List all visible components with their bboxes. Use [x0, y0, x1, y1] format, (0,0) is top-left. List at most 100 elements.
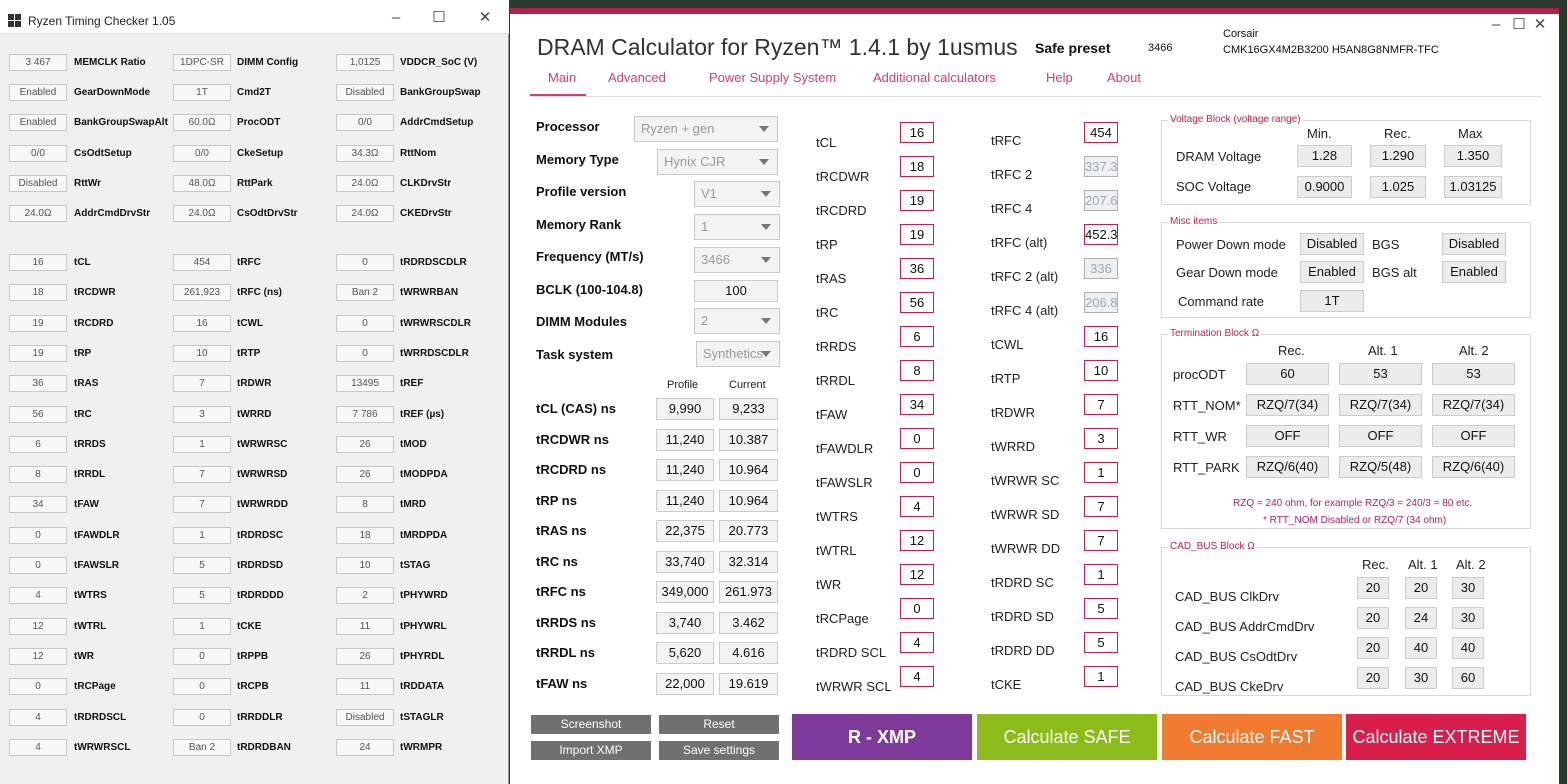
- timing-value[interactable]: 0: [900, 428, 934, 449]
- timing-value[interactable]: 19: [900, 224, 934, 245]
- cad-bus-label: CAD_BUS AddrCmdDrv: [1175, 619, 1315, 634]
- rtc-label: Cmd2T: [237, 87, 271, 99]
- screenshot-button[interactable]: Screenshot: [531, 715, 651, 734]
- timing-label: tRDRD SCL: [816, 645, 887, 660]
- close-icon[interactable]: ✕: [478, 9, 492, 26]
- rtc-value: 7: [173, 466, 231, 484]
- timing-value[interactable]: 3: [1084, 428, 1118, 449]
- timing-value[interactable]: 7: [1084, 394, 1118, 415]
- rtc-label: tWRWRSCDLR: [400, 317, 471, 329]
- active-tab-indicator: [530, 94, 586, 96]
- memory-rank-select[interactable]: 1: [694, 214, 780, 240]
- rtc-value: 1T: [173, 84, 231, 102]
- task-system-select[interactable]: Synthetics: [696, 341, 780, 367]
- cad-bus-label: CAD_BUS CkeDrv: [1175, 679, 1284, 694]
- timing-value[interactable]: 7: [1084, 530, 1118, 551]
- timing-label: tWRWR SD: [991, 507, 1060, 522]
- timing-value[interactable]: 56: [900, 292, 934, 313]
- profile-version-select[interactable]: V1: [694, 181, 780, 207]
- timing-value[interactable]: 12: [900, 530, 934, 551]
- ns-row-label: tRP ns: [536, 492, 577, 508]
- rtt-nom-note: * RTT_NOM Disabled or RZQ/7 (34 ohm): [1263, 515, 1447, 526]
- processor-select[interactable]: Ryzen + gen: [634, 116, 778, 142]
- timing-value[interactable]: 12: [900, 564, 934, 585]
- col-header: Max: [1458, 126, 1483, 141]
- tab-power-supply-system[interactable]: Power Supply System: [709, 70, 837, 85]
- timing-value[interactable]: 36: [900, 258, 934, 279]
- rtc-label: tRFC: [237, 257, 261, 268]
- rtc-label: CsOdtDrvStr: [237, 208, 298, 219]
- tab-additional-calculators[interactable]: Additional calculators: [873, 70, 996, 85]
- bclk-input[interactable]: 100: [694, 280, 778, 302]
- calculate-fast-button[interactable]: Calculate FAST: [1162, 714, 1342, 760]
- timing-value[interactable]: 452.3: [1084, 224, 1118, 245]
- timing-label: tCWL: [991, 337, 1024, 352]
- ns-row-label: tFAW ns: [536, 675, 588, 691]
- rtc-label: RttWr: [74, 177, 102, 189]
- memory-type-select[interactable]: Hynix CJR: [657, 149, 778, 175]
- close-icon[interactable]: ✕: [1533, 16, 1547, 33]
- timing-value[interactable]: 4: [900, 666, 934, 687]
- timing-value[interactable]: 7: [1084, 496, 1118, 517]
- dram-voltage-min: 1.28: [1297, 145, 1352, 167]
- timing-label: tRP: [816, 237, 838, 252]
- minimize-icon[interactable]: –: [391, 9, 401, 26]
- soc-voltage-label: SOC Voltage: [1176, 179, 1252, 194]
- rtc-value: 7: [173, 375, 231, 393]
- save-settings-button[interactable]: Save settings: [659, 741, 779, 760]
- rtc-value: 18: [336, 526, 394, 544]
- frequency-select[interactable]: 3466: [694, 247, 780, 273]
- ns-row-label: tRCDRD ns: [536, 462, 607, 477]
- rtc-value: 4: [9, 587, 67, 605]
- minimize-icon[interactable]: –: [1491, 16, 1501, 33]
- maximize-icon[interactable]: ☐: [1512, 16, 1526, 33]
- ns-row-label: tRCDWR ns: [536, 431, 609, 447]
- timing-value[interactable]: 454: [1084, 122, 1118, 143]
- rtc-label: tRPPB: [237, 650, 269, 662]
- maximize-icon[interactable]: ☐: [432, 9, 446, 26]
- termination-value: RZQ/6(40): [1246, 456, 1329, 478]
- timing-value[interactable]: 16: [1084, 326, 1118, 347]
- timing-value[interactable]: 18: [900, 156, 934, 177]
- timing-value[interactable]: 4: [900, 632, 934, 653]
- tab-advanced[interactable]: Advanced: [608, 70, 666, 85]
- timing-value[interactable]: 5: [1084, 632, 1118, 653]
- param-label: Profile version: [536, 184, 627, 199]
- timing-value[interactable]: 5: [1084, 598, 1118, 619]
- reset-button[interactable]: Reset: [659, 715, 779, 734]
- timing-value[interactable]: 34: [900, 394, 934, 415]
- timing-value[interactable]: 1: [1084, 666, 1118, 687]
- cad-bus-label: CAD_BUS CsOdtDrv: [1175, 649, 1298, 664]
- tab-main[interactable]: Main: [548, 70, 577, 85]
- rtc-label: tSTAG: [400, 560, 431, 571]
- timing-value: 206.8: [1084, 292, 1118, 313]
- import-xmp-button[interactable]: Import XMP: [531, 741, 651, 760]
- timing-value[interactable]: 19: [900, 190, 934, 211]
- cad-bus-value: 30: [1452, 607, 1484, 629]
- preset-value: 3466: [1148, 42, 1173, 54]
- r-xmp-button[interactable]: R - XMP: [792, 714, 972, 760]
- memory-brand: Corsair CMK16GX4M2B3200 H5AN8G8NMFR-TFC: [1223, 26, 1439, 58]
- timing-label: tRFC 4 (alt): [991, 303, 1059, 318]
- calculate-extreme-button[interactable]: Calculate EXTREME: [1346, 714, 1526, 760]
- timing-value[interactable]: 1: [1084, 462, 1118, 483]
- timing-value[interactable]: 6: [900, 326, 934, 347]
- timing-value[interactable]: 1: [1084, 564, 1118, 585]
- param-label: BCLK (100-104.8): [536, 282, 643, 297]
- timing-value[interactable]: 16: [900, 122, 934, 143]
- timing-value[interactable]: 4: [900, 496, 934, 517]
- dimm-modules-select[interactable]: 2: [694, 308, 780, 334]
- timing-value[interactable]: 8: [900, 360, 934, 381]
- soc-voltage-min: 0.9000: [1297, 176, 1352, 198]
- rtc-value: 1: [173, 617, 231, 635]
- tab-about[interactable]: About: [1107, 70, 1141, 85]
- timing-value[interactable]: 0: [900, 462, 934, 483]
- rtc-label: tPHYWRD: [400, 590, 448, 602]
- tab-help[interactable]: Help: [1046, 70, 1073, 85]
- timing-value[interactable]: 10: [1084, 360, 1118, 381]
- ns-current-value: 20.773: [719, 520, 778, 542]
- rtc-label: tWRRDSCDLR: [400, 347, 469, 359]
- calculate-safe-button[interactable]: Calculate SAFE: [977, 714, 1157, 760]
- timing-value[interactable]: 0: [900, 598, 934, 619]
- ryzen-timing-checker-window: Ryzen Timing Checker 1.05 – ☐ ✕ 3 467 MEM…: [0, 0, 509, 784]
